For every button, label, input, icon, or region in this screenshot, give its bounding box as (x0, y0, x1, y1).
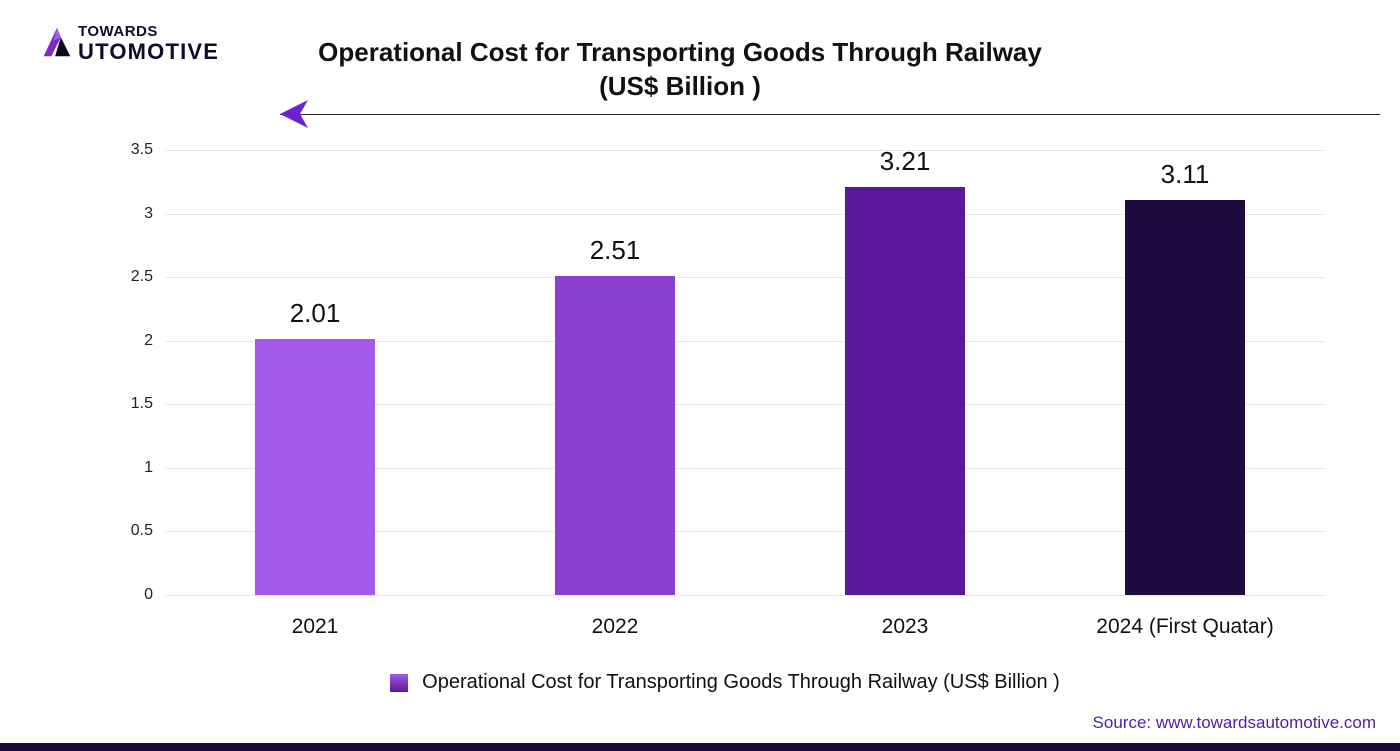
grid-line (165, 150, 1325, 151)
bar-value-label: 3.11 (1161, 159, 1210, 190)
x-axis-label: 2024 (First Quatar) (1096, 615, 1273, 639)
y-tick-label: 0 (144, 586, 153, 604)
chart-area: 00.511.522.533.52.0120212.5120223.212023… (110, 140, 1340, 700)
legend-label: Operational Cost for Transporting Goods … (422, 671, 1060, 694)
y-tick-label: 1.5 (131, 395, 153, 413)
source-text: Source: www.towardsautomotive.com (1093, 713, 1376, 733)
bar-value-label: 2.51 (590, 235, 641, 266)
bar: 3.112024 (First Quatar) (1125, 200, 1245, 595)
y-tick-label: 3.5 (131, 141, 153, 159)
bar-value-label: 3.21 (880, 146, 931, 177)
bar-value-label: 2.01 (290, 298, 341, 329)
legend-swatch-icon (390, 674, 408, 692)
y-tick-label: 2 (144, 332, 153, 350)
x-axis-label: 2021 (292, 615, 339, 639)
y-tick-label: 0.5 (131, 522, 153, 540)
bar: 2.012021 (255, 339, 375, 595)
header: TOWARDS UTOMOTIVE Operational Cost for T… (0, 18, 1400, 108)
x-axis-label: 2022 (592, 615, 639, 639)
y-tick-label: 1 (144, 459, 153, 477)
bar: 2.512022 (555, 276, 675, 595)
divider-line (280, 114, 1380, 115)
x-axis-label: 2023 (882, 615, 929, 639)
arrow-left-icon (280, 100, 314, 133)
bar: 3.212023 (845, 187, 965, 595)
y-tick-label: 3 (144, 205, 153, 223)
footer-strip (0, 743, 1400, 751)
y-tick-label: 2.5 (131, 268, 153, 286)
title-line1: Operational Cost for Transporting Goods … (318, 37, 1042, 67)
title-line2: (US$ Billion ) (599, 71, 761, 101)
chart-title: Operational Cost for Transporting Goods … (0, 36, 1360, 104)
grid-line (165, 595, 1325, 596)
plot-region: 00.511.522.533.52.0120212.5120223.212023… (165, 150, 1325, 595)
legend: Operational Cost for Transporting Goods … (110, 671, 1340, 694)
